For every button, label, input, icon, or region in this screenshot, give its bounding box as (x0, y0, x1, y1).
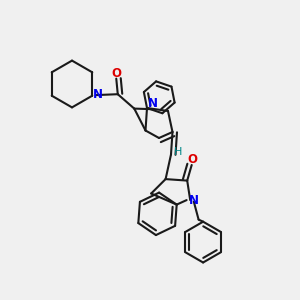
Text: O: O (187, 153, 197, 166)
Text: H: H (173, 146, 182, 157)
Text: N: N (148, 97, 158, 110)
Text: O: O (111, 67, 121, 80)
Text: N: N (189, 194, 199, 207)
Text: N: N (93, 88, 103, 101)
